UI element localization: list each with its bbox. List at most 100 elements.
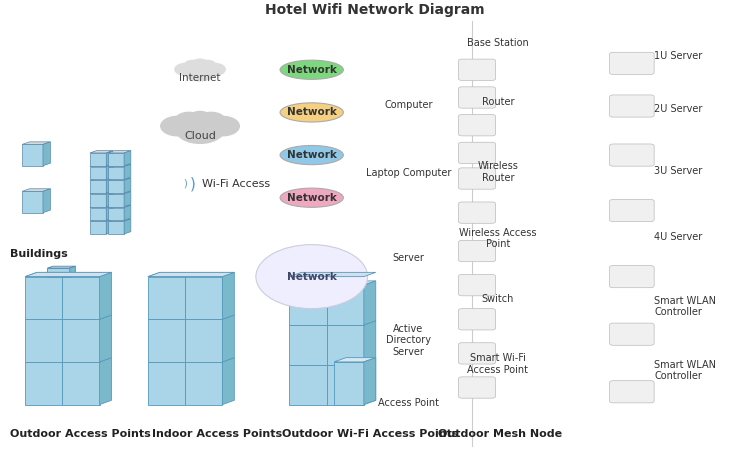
Polygon shape [148,277,185,319]
Polygon shape [100,272,112,319]
Text: Network: Network [286,65,337,75]
Ellipse shape [280,188,344,207]
Polygon shape [90,207,106,220]
FancyBboxPatch shape [610,144,654,166]
Polygon shape [334,358,376,362]
Polygon shape [47,266,75,268]
Text: Outdoor Wi-Fi Access Points: Outdoor Wi-Fi Access Points [282,429,458,439]
Polygon shape [148,272,197,277]
Text: Internet: Internet [179,73,220,83]
Polygon shape [100,315,112,362]
Polygon shape [290,285,326,325]
Polygon shape [148,272,234,277]
Polygon shape [90,221,106,234]
Polygon shape [106,164,113,180]
Text: Network: Network [286,272,337,282]
Text: Outdoor Access Points: Outdoor Access Points [10,429,151,439]
Polygon shape [124,178,130,193]
Polygon shape [108,219,130,221]
Text: Outdoor Mesh Node: Outdoor Mesh Node [438,429,562,439]
Polygon shape [62,362,100,405]
FancyBboxPatch shape [610,199,654,221]
Polygon shape [108,194,124,207]
Polygon shape [106,205,113,220]
FancyBboxPatch shape [458,274,496,296]
Polygon shape [25,272,74,277]
FancyBboxPatch shape [458,142,496,164]
Text: Indoor Access Points: Indoor Access Points [152,429,282,439]
Circle shape [184,63,215,81]
Polygon shape [25,277,62,319]
Polygon shape [90,164,113,166]
Polygon shape [90,166,106,180]
Polygon shape [22,189,50,191]
Polygon shape [364,281,376,325]
Polygon shape [106,151,113,166]
Title: Hotel Wifi Network Diagram: Hotel Wifi Network Diagram [266,3,484,17]
FancyBboxPatch shape [610,381,654,403]
Polygon shape [25,362,62,405]
FancyBboxPatch shape [458,202,496,223]
Polygon shape [108,178,130,180]
Text: Active
Directory
Server: Active Directory Server [386,324,431,357]
Ellipse shape [280,60,344,79]
Polygon shape [25,319,62,362]
FancyBboxPatch shape [458,240,496,262]
Circle shape [205,63,225,75]
Polygon shape [326,285,364,325]
Polygon shape [108,207,124,220]
Circle shape [256,245,368,309]
Circle shape [176,112,202,128]
Text: 2U Server: 2U Server [654,104,703,114]
Polygon shape [364,321,376,365]
Polygon shape [223,315,234,362]
Polygon shape [62,277,100,319]
Circle shape [193,59,208,68]
Text: 1U Server: 1U Server [654,50,703,61]
Text: Network: Network [286,150,337,160]
Text: Network: Network [286,108,337,117]
Text: Computer: Computer [384,99,433,110]
Circle shape [190,112,211,124]
Polygon shape [62,319,100,362]
Polygon shape [290,325,326,365]
Polygon shape [326,325,364,365]
Polygon shape [124,205,130,220]
Polygon shape [90,205,113,207]
Text: ): ) [183,179,187,189]
Circle shape [175,63,196,75]
Circle shape [198,112,225,128]
Text: Wi-Fi Access: Wi-Fi Access [202,179,271,189]
Polygon shape [106,219,113,234]
Polygon shape [90,194,106,207]
FancyBboxPatch shape [458,59,496,81]
Polygon shape [185,272,234,277]
Polygon shape [124,151,130,166]
Text: Cloud: Cloud [184,131,216,141]
Text: Router: Router [482,98,514,108]
Polygon shape [108,166,124,180]
Polygon shape [90,178,113,180]
Ellipse shape [280,145,344,165]
Polygon shape [185,319,223,362]
Polygon shape [326,365,364,405]
Text: Wireless Access
Point: Wireless Access Point [459,228,536,249]
Polygon shape [90,151,113,153]
Text: 3U Server: 3U Server [654,166,703,176]
Text: 4U Server: 4U Server [654,232,703,242]
Polygon shape [62,272,112,277]
Polygon shape [124,219,130,234]
Text: Wireless
Router: Wireless Router [478,162,518,183]
FancyBboxPatch shape [458,115,496,136]
Polygon shape [108,180,124,193]
Polygon shape [185,277,223,319]
Polygon shape [25,272,112,277]
Polygon shape [108,164,130,166]
Polygon shape [185,362,223,405]
Polygon shape [364,360,376,405]
Text: Switch: Switch [482,294,514,304]
Polygon shape [124,192,130,207]
Polygon shape [290,365,326,405]
Polygon shape [106,192,113,207]
Polygon shape [108,151,130,153]
